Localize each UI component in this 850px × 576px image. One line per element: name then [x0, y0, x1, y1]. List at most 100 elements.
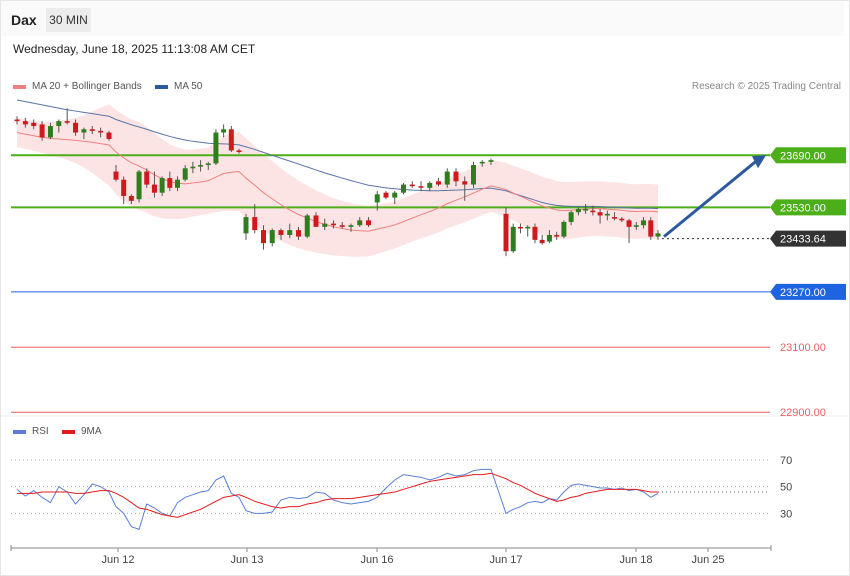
candle-body-49 — [418, 186, 424, 188]
candle-body-19 — [167, 178, 173, 188]
rsi-tick-1: 50 — [780, 482, 792, 494]
candle-body-71 — [597, 212, 603, 216]
candle-39 — [331, 220, 336, 229]
candle-body-41 — [348, 225, 354, 227]
candle-body-25 — [213, 132, 219, 164]
candle-7 — [73, 119, 79, 136]
candle-19 — [167, 171, 173, 192]
candle-9 — [89, 126, 95, 135]
candle-body-79 — [655, 233, 661, 237]
ma20-line — [16, 132, 659, 232]
candle-6 — [64, 108, 70, 125]
candle-24 — [205, 161, 211, 170]
candle-8 — [81, 127, 87, 140]
candle-45 — [383, 191, 389, 200]
candle-body-53 — [453, 171, 459, 182]
candle-body-70 — [590, 210, 596, 213]
ma9-swatch — [62, 429, 75, 434]
candle-54 — [462, 176, 468, 201]
candle-body-63 — [539, 239, 545, 244]
candle-4 — [47, 122, 53, 140]
candle-16 — [144, 168, 150, 188]
candle-40 — [339, 221, 345, 229]
candle-body-34 — [287, 230, 293, 235]
candle-38 — [322, 218, 328, 231]
rsi-legend: RSI — [13, 426, 49, 437]
symbol-title: Dax — [11, 12, 37, 28]
time-label-4: Jun 18 — [619, 554, 652, 566]
candle-26 — [221, 124, 227, 138]
ma50-swatch — [155, 84, 168, 89]
candle-body-30 — [252, 217, 258, 231]
candle-78 — [648, 217, 654, 240]
candle-body-60 — [517, 226, 523, 229]
candle-68 — [575, 207, 581, 216]
candle-body-18 — [159, 178, 165, 193]
candle-46 — [392, 191, 398, 205]
candle-body-3 — [39, 124, 45, 138]
candle-72 — [604, 210, 610, 221]
bollinger-band — [17, 104, 658, 257]
forecast-arrow-line — [663, 160, 757, 238]
candle-1 — [22, 117, 28, 128]
candle-body-16 — [144, 171, 150, 185]
candle-body-54 — [462, 181, 468, 185]
candle-41 — [348, 223, 354, 232]
candle-body-64 — [546, 234, 552, 242]
candle-body-73 — [612, 217, 618, 219]
candle-body-15 — [136, 171, 142, 200]
candle-body-59 — [510, 226, 516, 252]
candle-20 — [175, 176, 180, 192]
timestamp: Wednesday, June 18, 2025 11:13:08 AM CET — [13, 42, 256, 56]
forecast-arrow-head — [752, 155, 766, 169]
candle-body-11 — [106, 132, 112, 140]
candle-body-27 — [228, 129, 234, 151]
candle-57 — [488, 158, 494, 166]
candle-23 — [198, 160, 204, 172]
candle-61 — [525, 225, 531, 237]
candle-body-55 — [471, 165, 476, 185]
level-label-3: 23270.00 — [780, 287, 826, 299]
candle-34 — [287, 223, 293, 239]
candle-29 — [243, 213, 249, 240]
level-label-0: 23690.00 — [780, 150, 826, 162]
candle-body-21 — [182, 168, 188, 180]
candle-body-6 — [64, 121, 70, 123]
candle-body-51 — [436, 181, 441, 185]
level-label-5: 22900.00 — [780, 407, 826, 419]
rsi-panel: 70 50 30 — [11, 455, 792, 530]
candle-body-67 — [568, 212, 574, 222]
candle-body-26 — [221, 129, 227, 133]
candle-body-61 — [525, 226, 531, 229]
candle-body-45 — [383, 192, 389, 198]
candle-70 — [590, 205, 596, 216]
candle-body-5 — [56, 121, 62, 127]
candle-63 — [539, 234, 545, 245]
candle-74 — [619, 217, 625, 222]
candle-body-47 — [401, 184, 406, 193]
ma20-legend-label: MA 20 + Bollinger Bands — [32, 81, 142, 92]
level-tag-0 — [770, 147, 846, 164]
candle-body-77 — [641, 220, 647, 226]
candle-body-10 — [98, 130, 104, 133]
candle-body-2 — [31, 122, 37, 127]
candle-51 — [436, 178, 441, 187]
candle-69 — [583, 204, 589, 214]
candle-42 — [357, 217, 363, 227]
candle-59 — [510, 223, 516, 253]
copyright: Research © 2025 Trading Central — [691, 81, 841, 92]
candle-body-44 — [374, 194, 380, 203]
candle-body-1 — [22, 121, 28, 125]
candle-66 — [561, 220, 567, 239]
candle-body-0 — [14, 119, 20, 122]
ma9-legend-label: 9MA — [81, 426, 102, 437]
candle-body-74 — [619, 218, 625, 221]
candle-0 — [14, 116, 20, 125]
candle-body-43 — [366, 220, 371, 226]
candle-35 — [296, 226, 301, 240]
candle-body-24 — [205, 163, 211, 166]
candle-25 — [213, 129, 219, 166]
timeframe-button[interactable]: 30 MIN — [46, 8, 91, 32]
candle-30 — [252, 204, 258, 234]
candle-47 — [401, 182, 406, 195]
